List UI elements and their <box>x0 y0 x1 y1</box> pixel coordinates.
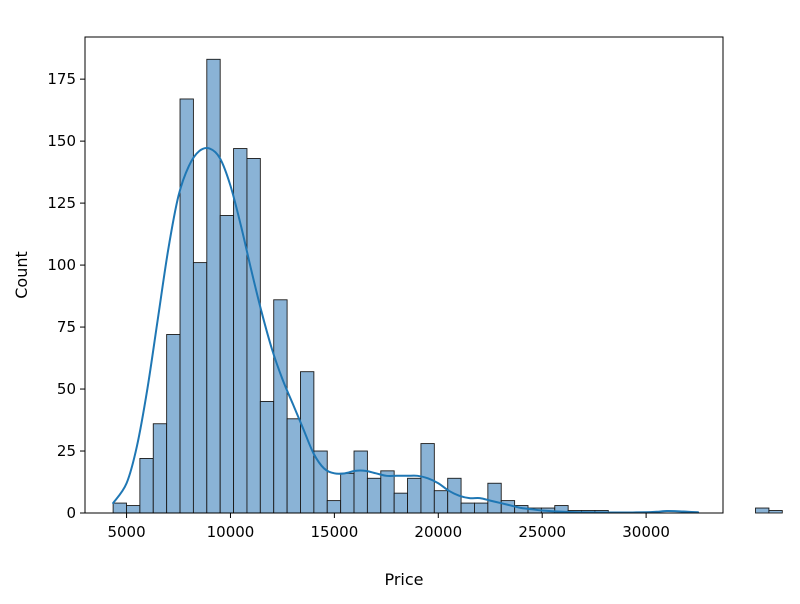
x-tick-label: 25000 <box>518 523 566 541</box>
histogram-bar <box>286 418 301 514</box>
x-tick-label: 10000 <box>207 523 255 541</box>
y-tick-label: 0 <box>66 504 76 522</box>
x-axis-label: Price <box>384 570 423 589</box>
plot-area-frame <box>84 36 724 514</box>
histogram-bar <box>393 492 409 514</box>
histogram-bar <box>112 502 127 514</box>
histogram-bar <box>300 371 315 514</box>
histogram-bar <box>366 477 382 514</box>
histogram-bar <box>259 400 275 514</box>
kde-layer <box>112 147 700 514</box>
bars-layer <box>112 58 783 514</box>
y-tick-label: 175 <box>47 70 76 88</box>
histogram-bar <box>340 472 355 514</box>
histogram-bar <box>474 502 489 514</box>
histogram-bar <box>460 502 475 514</box>
y-axis: 0 25 50 75 100 125 150 175 <box>47 70 85 522</box>
histogram-bar <box>192 262 208 514</box>
y-tick-label: 25 <box>57 442 76 460</box>
x-tick-label: 20000 <box>414 523 462 541</box>
histogram-bar <box>246 158 261 514</box>
histogram-bar <box>166 334 181 514</box>
histogram-bar <box>313 450 328 514</box>
histogram-bar <box>755 507 770 514</box>
x-tick-label: 30000 <box>622 523 670 541</box>
histogram-bar <box>487 482 502 514</box>
kde-curve <box>112 147 700 514</box>
histogram-bar <box>353 450 368 514</box>
y-axis-label: Count <box>12 251 31 299</box>
histogram-bar <box>152 423 168 514</box>
x-tick-label: 15000 <box>311 523 359 541</box>
y-tick-label: 100 <box>47 256 76 274</box>
y-tick-label: 125 <box>47 194 76 212</box>
histogram-bar <box>139 458 154 514</box>
histogram-bar <box>407 477 422 514</box>
histogram-bar <box>768 510 783 514</box>
x-axis: 5000 10000 15000 20000 25000 30000 <box>107 513 670 541</box>
y-tick-label: 75 <box>57 318 76 336</box>
y-tick-label: 50 <box>57 380 76 398</box>
histogram-bar <box>219 215 235 514</box>
histogram-bar <box>206 58 221 514</box>
y-tick-label: 150 <box>47 132 76 150</box>
histogram-bar <box>126 505 141 514</box>
histogram-bar <box>273 299 288 514</box>
histogram-bar <box>433 490 449 514</box>
x-tick-label: 5000 <box>107 523 145 541</box>
histogram-bar <box>380 470 395 514</box>
histogram-bar <box>326 500 342 514</box>
